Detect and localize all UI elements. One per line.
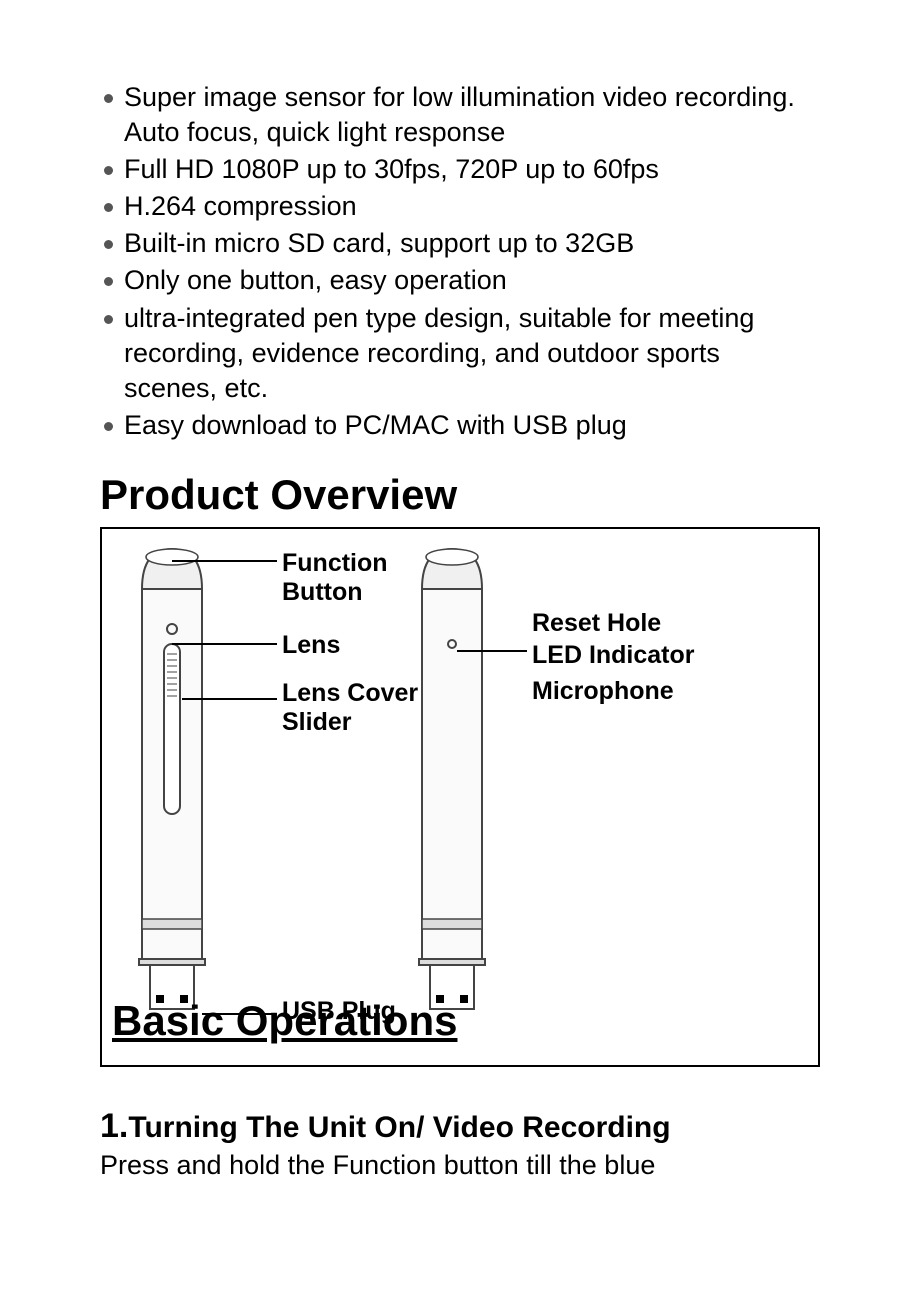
product-diagram: FunctionButton Lens Lens CoverSlider USB…: [100, 527, 820, 1067]
feature-item: Full HD 1080P up to 30fps, 720P up to 60…: [100, 152, 820, 187]
product-overview-heading: Product Overview: [100, 471, 820, 519]
step-number: 1.: [100, 1107, 128, 1145]
label-reset-hole: Reset Hole: [532, 609, 661, 638]
label-microphone: Microphone: [532, 677, 674, 706]
label-led-indicator: LED Indicator: [532, 641, 695, 670]
feature-list: Super image sensor for low illumination …: [100, 80, 820, 443]
feature-item: H.264 compression: [100, 189, 820, 224]
label-lens-cover-slider: Lens CoverSlider: [282, 679, 418, 737]
diagram-svg: [102, 529, 822, 1069]
basic-operations-heading: Basic Operations: [112, 997, 457, 1045]
feature-item: Super image sensor for low illumination …: [100, 80, 820, 150]
label-function-button: FunctionButton: [282, 549, 388, 607]
feature-item: ultra-integrated pen type design, suitab…: [100, 301, 820, 406]
feature-item: Built-in micro SD card, support up to 32…: [100, 226, 820, 261]
step-body: Press and hold the Function button till …: [100, 1148, 820, 1183]
label-lens: Lens: [282, 631, 340, 660]
step-heading: 1.Turning The Unit On/ Video Recording: [100, 1107, 820, 1146]
feature-item: Only one button, easy operation: [100, 263, 820, 298]
step-title: Turning The Unit On/ Video Recording: [128, 1111, 670, 1144]
feature-item: Easy download to PC/MAC with USB plug: [100, 408, 820, 443]
